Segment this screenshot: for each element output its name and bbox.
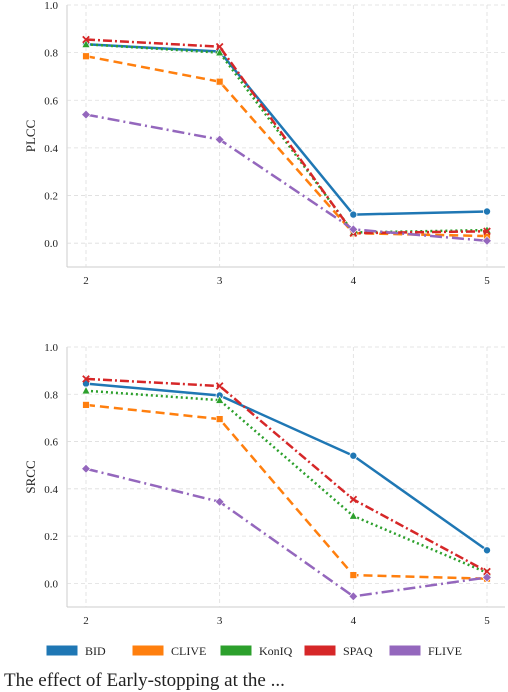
data-point-flive (348, 224, 359, 235)
data-point-spaq (82, 375, 90, 383)
legend-swatch-koniq (220, 645, 252, 656)
data-point-flive (214, 496, 225, 507)
x-tick-label: 3 (217, 275, 223, 287)
series-line-koniq (85, 389, 488, 574)
data-point-clive (215, 77, 224, 86)
data-point-koniq (215, 47, 225, 57)
data-point-flive (348, 591, 359, 602)
y-tick-label: 0.4 (44, 143, 58, 155)
x-tick-label: 3 (217, 615, 223, 627)
series-line-clive (85, 403, 488, 580)
y-tick-label: 0.6 (44, 437, 58, 449)
data-point-spaq (82, 35, 90, 44)
legend-swatch-bid (46, 645, 78, 656)
series-line-spaq (85, 38, 488, 235)
series-line-bid (85, 382, 488, 552)
data-point-koniq (81, 385, 91, 395)
srcc-panel: 0.0 0.2 0.4 0.6 0.8 1.0 2 3 4 5 SRCC (23, 342, 505, 627)
data-point-flive (482, 572, 492, 583)
x-tick-label: 4 (351, 615, 357, 627)
y-tick-label: 0.2 (44, 531, 58, 543)
data-point-clive (82, 401, 90, 409)
y-tick-label: 0.8 (44, 48, 58, 60)
series-line-flive (85, 113, 488, 243)
y-tick-label: 0.4 (44, 484, 58, 496)
series-line-clive (85, 54, 488, 238)
y-tick-label: 0.8 (44, 389, 58, 401)
figure-caption: The effect of Early-stopping at the ... (4, 670, 285, 691)
x-tick-label: 5 (484, 615, 490, 627)
y-tick-label: 1.0 (44, 0, 58, 12)
legend-swatch-flive (389, 645, 421, 656)
data-point-spaq (483, 227, 491, 236)
x-tick-label: 4 (351, 275, 357, 287)
data-point-flive (214, 134, 225, 145)
y-tick-label: 0.6 (44, 95, 58, 107)
y-axis-label: SRCC (23, 460, 38, 493)
data-point-bid (349, 451, 358, 460)
y-tick-label: 0.2 (44, 191, 58, 203)
data-point-koniq (81, 39, 91, 48)
legend-swatch-spaq (304, 645, 336, 656)
x-tick-label: 5 (484, 275, 490, 287)
legend-label-clive: CLIVE (171, 644, 206, 658)
y-axis-label: PLCC (23, 120, 38, 153)
data-point-spaq (483, 567, 491, 576)
y-tick-label: 1.0 (44, 342, 58, 354)
data-point-flive (81, 109, 91, 120)
legend-label-koniq: KonIQ (259, 644, 293, 658)
series-line-flive (85, 467, 488, 598)
series-line-spaq (85, 377, 488, 573)
data-point-bid (482, 207, 491, 216)
x-tick-label: 2 (83, 615, 89, 627)
data-point-clive (82, 52, 90, 60)
y-tick-label: 0.0 (44, 238, 58, 250)
data-point-bid (482, 546, 491, 555)
series-line-koniq (85, 43, 488, 234)
data-point-clive (349, 571, 358, 579)
data-point-spaq (215, 382, 224, 390)
legend-swatch-clive (132, 645, 164, 656)
y-tick-label: 0.0 (44, 578, 58, 590)
legend-label-flive: FLIVE (428, 644, 462, 658)
legend-label-bid: BID (85, 644, 106, 658)
data-point-spaq (215, 42, 224, 51)
plcc-panel: 0.0 0.2 0.4 0.6 0.8 1.0 2 3 4 5 PLCC (23, 0, 505, 287)
legend: BID CLIVE KonIQ SPAQ FLIVE (46, 644, 462, 658)
data-point-koniq (215, 395, 225, 404)
data-point-koniq (348, 511, 358, 520)
data-point-bid (349, 210, 358, 219)
x-tick-label: 2 (83, 275, 89, 287)
data-point-clive (215, 415, 224, 423)
data-point-flive (81, 463, 91, 474)
legend-label-spaq: SPAQ (343, 644, 373, 658)
data-point-flive (482, 235, 492, 246)
data-point-spaq (349, 495, 358, 504)
series-line-bid (85, 43, 488, 216)
